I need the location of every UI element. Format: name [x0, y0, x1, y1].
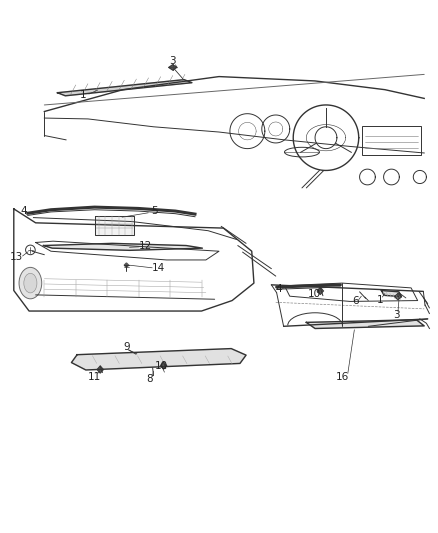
Text: 13: 13: [9, 252, 23, 262]
Text: 5: 5: [151, 206, 158, 216]
Text: 3: 3: [169, 56, 176, 66]
Text: 4: 4: [275, 284, 282, 294]
Text: 1: 1: [79, 90, 86, 100]
Text: 10: 10: [155, 361, 168, 371]
Polygon shape: [43, 244, 202, 251]
Polygon shape: [95, 216, 134, 235]
Text: 1: 1: [376, 295, 383, 305]
Text: 4: 4: [20, 206, 27, 216]
Text: 10: 10: [307, 289, 321, 300]
Polygon shape: [306, 320, 424, 328]
Text: 3: 3: [393, 310, 399, 319]
Polygon shape: [317, 287, 323, 294]
Polygon shape: [395, 294, 402, 300]
Polygon shape: [57, 79, 192, 96]
Text: 9: 9: [123, 342, 130, 352]
Polygon shape: [160, 362, 166, 369]
Text: 8: 8: [147, 374, 153, 384]
Polygon shape: [124, 263, 129, 268]
Text: 16: 16: [336, 372, 349, 382]
Polygon shape: [381, 290, 402, 297]
Polygon shape: [97, 366, 103, 373]
Polygon shape: [71, 349, 246, 370]
Text: 12: 12: [139, 241, 152, 252]
Polygon shape: [169, 65, 177, 70]
Text: 11: 11: [88, 372, 101, 382]
Text: 14: 14: [152, 263, 166, 273]
Ellipse shape: [19, 268, 42, 299]
Ellipse shape: [24, 273, 37, 293]
Text: 6: 6: [352, 296, 359, 306]
